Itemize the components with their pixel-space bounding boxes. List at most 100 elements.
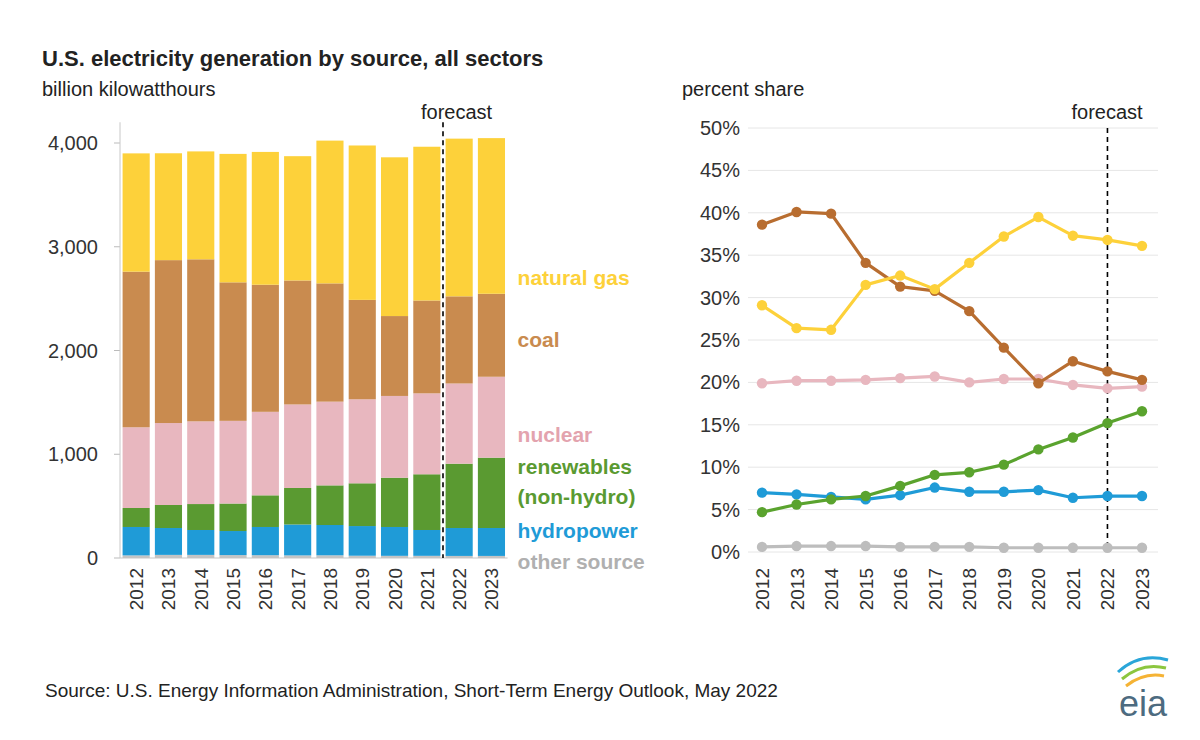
legend-label: natural gas — [518, 266, 630, 289]
grid-line — [748, 509, 1158, 510]
tick-label: 0% — [711, 541, 740, 563]
bar-segment — [413, 530, 440, 556]
x-tick-label: 2020 — [1028, 568, 1049, 610]
bar-segment — [123, 508, 150, 527]
series-marker — [930, 482, 940, 492]
bar-segment — [123, 272, 150, 428]
bar-segment — [123, 427, 150, 508]
tick-label: 30% — [700, 287, 740, 309]
tick-label: 35% — [700, 244, 740, 266]
tick-mark — [114, 143, 120, 144]
tick-mark — [114, 350, 120, 351]
series-marker — [1137, 375, 1147, 385]
series-line — [762, 411, 1142, 512]
bar-segment — [284, 404, 311, 488]
grid-line — [748, 297, 1158, 298]
bar-segment — [284, 524, 311, 555]
bar-segment — [219, 421, 246, 504]
bar-segment — [284, 555, 311, 558]
bar-segment — [316, 402, 343, 486]
tick-mark — [114, 454, 120, 455]
x-tick-label: 2019 — [352, 568, 373, 610]
series-marker — [826, 325, 836, 335]
tick-mark — [114, 558, 120, 559]
series-marker — [757, 219, 767, 229]
bar-segment — [381, 396, 408, 478]
series-marker — [826, 541, 836, 551]
series-line — [762, 212, 1142, 383]
bar-segment — [478, 138, 505, 294]
x-tick-label: 2023 — [481, 568, 502, 610]
series-marker — [860, 280, 870, 290]
bar-segment — [349, 556, 376, 558]
legend-label: coal — [518, 328, 560, 351]
axis-label: billion kilowatthours — [42, 78, 215, 100]
bar-segment — [187, 555, 214, 558]
series-marker — [1068, 356, 1078, 366]
tick-label: 15% — [700, 414, 740, 436]
series-marker — [1137, 241, 1147, 251]
bar-segment — [316, 141, 343, 284]
x-tick-label: 2021 — [1063, 568, 1084, 610]
x-tick-label: 2018 — [320, 568, 341, 610]
bar-segment — [381, 527, 408, 556]
forecast-line — [442, 122, 444, 558]
series-marker — [1033, 543, 1043, 553]
bar-segment — [252, 285, 279, 412]
bar-segment — [187, 259, 214, 421]
x-tick-label: 2018 — [959, 568, 980, 610]
forecast-line — [1107, 128, 1109, 552]
logo: eia — [1118, 658, 1168, 724]
series-marker — [757, 487, 767, 497]
bar-segment — [284, 156, 311, 280]
bar-segment — [349, 399, 376, 483]
bar-segment — [413, 147, 440, 301]
series-marker — [860, 541, 870, 551]
series-marker — [1033, 212, 1043, 222]
bar-segment — [155, 153, 182, 260]
bar-segment — [413, 393, 440, 474]
series-marker — [1102, 366, 1112, 376]
bar-segment — [478, 294, 505, 377]
series-marker — [964, 377, 974, 387]
tick-mark — [114, 246, 120, 247]
x-tick-label: 2014 — [191, 568, 212, 611]
series-marker — [826, 208, 836, 218]
x-tick-label: 2013 — [158, 568, 179, 610]
bar-segment — [316, 283, 343, 401]
series-marker — [757, 300, 767, 310]
series-marker — [895, 490, 905, 500]
bar-segment — [381, 478, 408, 527]
x-tick-label: 2014 — [821, 568, 842, 611]
x-tick-label: 2012 — [126, 568, 147, 610]
tick-label: 45% — [700, 159, 740, 181]
x-tick-label: 2016 — [890, 568, 911, 610]
bar-segment — [252, 412, 279, 496]
grid-line — [748, 467, 1158, 468]
series-marker — [1137, 406, 1147, 416]
bar-segment — [187, 530, 214, 555]
series-marker — [1102, 543, 1112, 553]
series-marker — [1068, 380, 1078, 390]
series-marker — [999, 342, 1009, 352]
series-marker — [930, 542, 940, 552]
series-line — [762, 546, 1142, 548]
bar-segment — [219, 154, 246, 282]
bar-segment — [155, 555, 182, 558]
tick-label: 50% — [700, 117, 740, 139]
bar-segment — [316, 525, 343, 555]
bar-segment — [478, 556, 505, 558]
grid-line — [748, 255, 1158, 256]
bar-segment — [381, 556, 408, 558]
series-marker — [860, 258, 870, 268]
series-marker — [1033, 485, 1043, 495]
series-marker — [1102, 418, 1112, 428]
series-marker — [964, 542, 974, 552]
bar-segment — [349, 483, 376, 526]
series-marker — [791, 323, 801, 333]
tick-label: 10% — [700, 456, 740, 478]
bar-segment — [413, 300, 440, 393]
axis-label: percent share — [682, 78, 804, 100]
tick-label: 25% — [700, 329, 740, 351]
annotation: forecast — [1071, 101, 1143, 123]
